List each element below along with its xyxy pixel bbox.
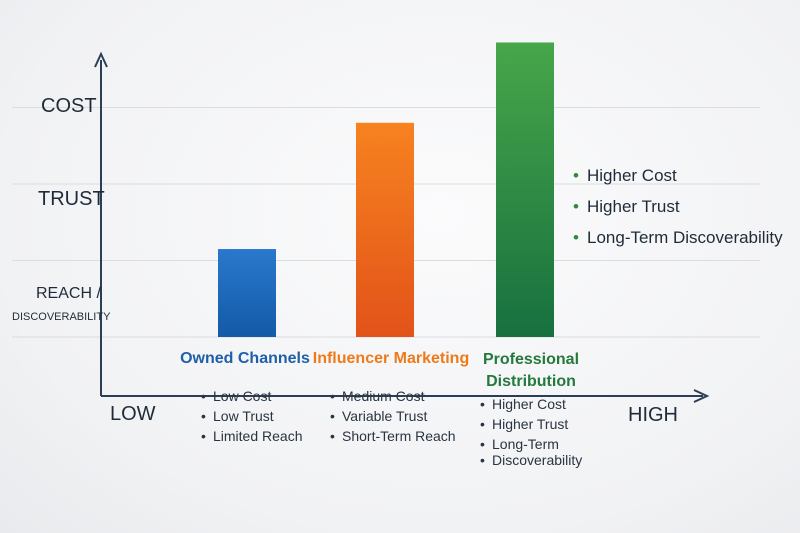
summary-item: Higher Cost: [573, 160, 783, 191]
category-label-professional: Professional Distribution: [466, 349, 596, 393]
y-axis-arrow: [94, 51, 108, 68]
summary-item: Higher Trust: [573, 191, 783, 222]
note-item: Low Cost: [201, 386, 303, 406]
bar-professional-distribution: [496, 42, 554, 337]
note-item: Higher Cost: [480, 394, 582, 414]
bars: [218, 42, 554, 337]
category-label-professional-line1: Professional: [482, 351, 580, 368]
category-label-owned: Owned Channels: [180, 350, 310, 367]
note-item: Low Trust: [201, 406, 303, 426]
notes-professional: Higher Cost Higher Trust Long-Term Disco…: [480, 394, 582, 470]
bar-influencer-marketing: [356, 122, 414, 337]
x-label-high: HIGH: [628, 404, 678, 426]
note-item: Long-Term: [480, 434, 582, 454]
x-axis-arrow: [693, 389, 710, 403]
note-item: Medium Cost: [330, 386, 456, 406]
category-label-influencer: Influencer Marketing: [312, 350, 470, 367]
y-label-trust: TRUST: [38, 188, 105, 210]
note-item: Short-Term Reach: [330, 426, 456, 446]
y-label-discoverability: DISCOVERABILITY: [12, 311, 111, 323]
category-label-professional-line2: Distribution: [486, 373, 576, 390]
note-item: Limited Reach: [201, 426, 303, 446]
notes-influencer: Medium Cost Variable Trust Short-Term Re…: [330, 386, 456, 446]
x-label-low: LOW: [110, 403, 156, 425]
summary-list: Higher Cost Higher Trust Long-Term Disco…: [573, 160, 783, 253]
note-item: Higher Trust: [480, 414, 582, 434]
note-item: Variable Trust: [330, 406, 456, 426]
note-item-continued: Discoverability: [480, 450, 582, 470]
y-label-cost: COST: [41, 95, 97, 117]
notes-owned: Low Cost Low Trust Limited Reach: [201, 386, 303, 446]
bar-owned-channels: [218, 249, 276, 337]
y-label-reach: REACH /: [36, 285, 101, 302]
summary-item: Long-Term Discoverability: [573, 222, 783, 253]
